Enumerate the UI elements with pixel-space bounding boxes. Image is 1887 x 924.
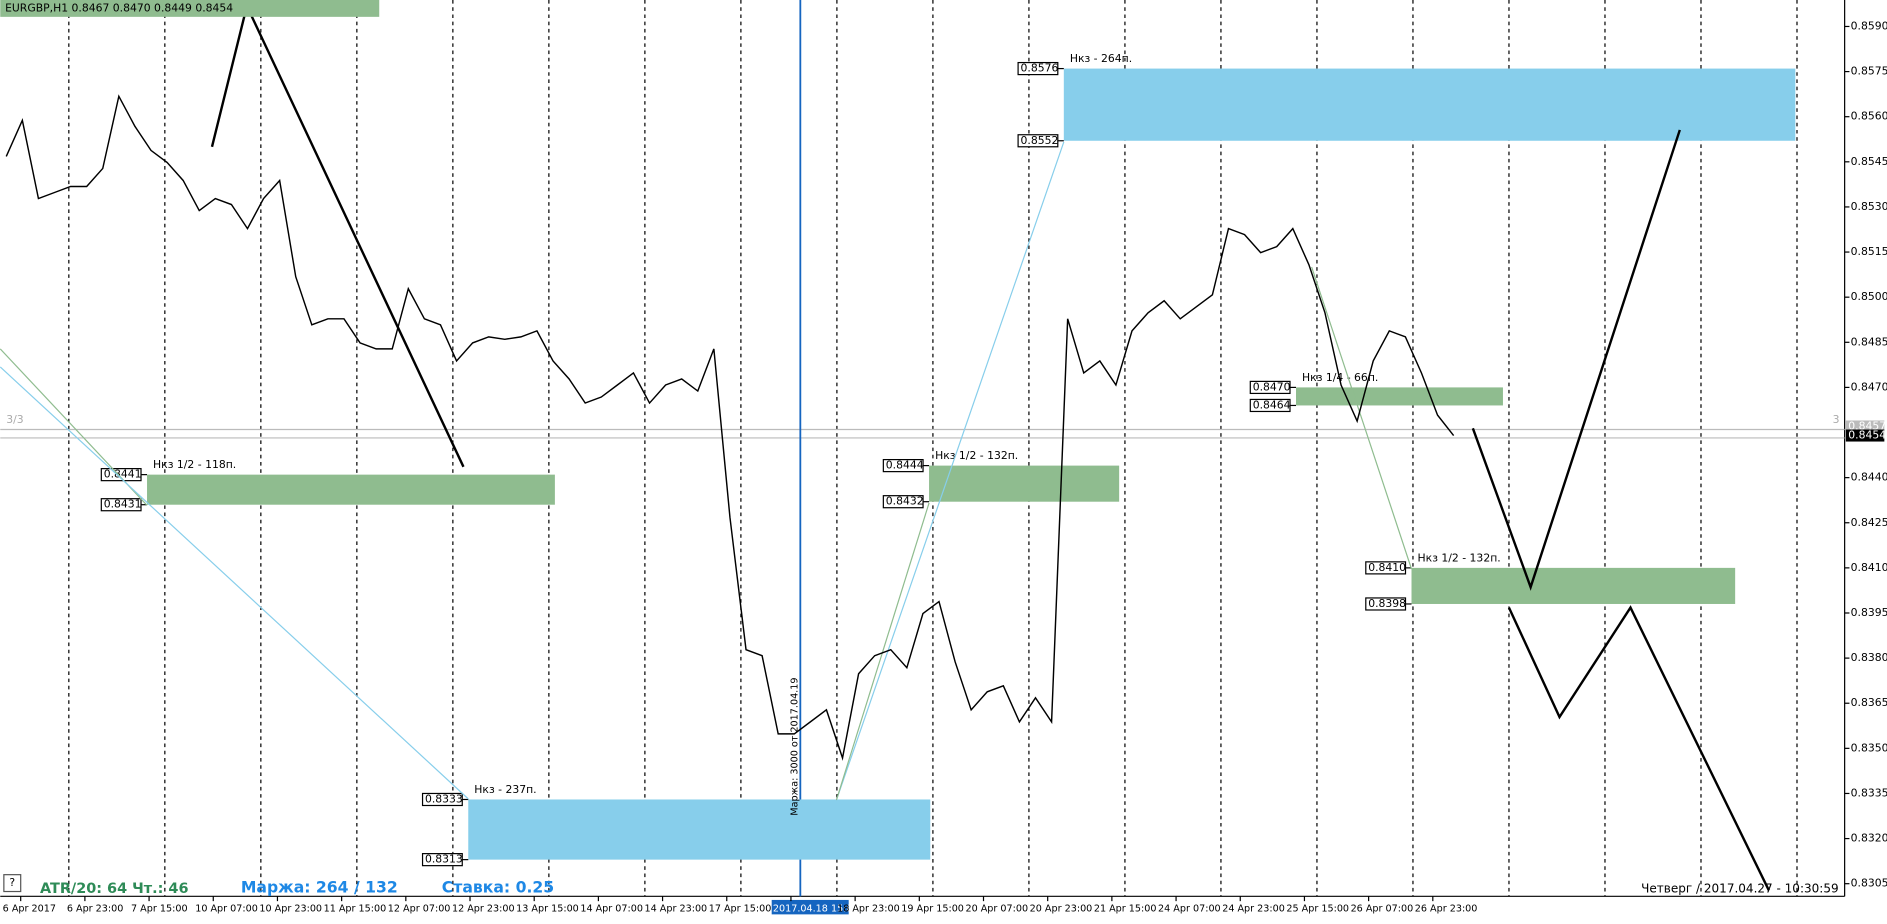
zone-tag: 0.8333 <box>425 792 463 805</box>
x-tick-label: 24 Apr 23:00 <box>1222 903 1285 914</box>
y-tick-label: 0.8380 <box>1851 651 1887 664</box>
zone-label: Нкз 1/2 - 118п. <box>153 458 236 471</box>
x-tick-label: 24 Apr 07:00 <box>1158 903 1221 914</box>
zone <box>1411 567 1736 604</box>
left-marker: 3/3 <box>6 413 24 426</box>
x-tick-label: 10 Apr 07:00 <box>195 903 258 914</box>
zone-label: Нкз - 237п. <box>474 783 536 796</box>
x-tick-label: 14 Apr 07:00 <box>580 903 643 914</box>
x-tick-label: 26 Apr 07:00 <box>1351 903 1414 914</box>
prev-price-label: 0.8457 <box>1848 420 1886 433</box>
period-separators <box>68 0 1798 897</box>
y-tick-label: 0.8515 <box>1851 245 1887 258</box>
x-tick-label: 20 Apr 23:00 <box>1030 903 1093 914</box>
zone-tag: 0.8576 <box>1021 62 1059 75</box>
zone-tag-box <box>1017 61 1059 76</box>
help-button[interactable] <box>3 874 22 893</box>
zone-label: Нкз - 264п. <box>1070 52 1132 65</box>
y-tick-label: 0.8470 <box>1851 380 1887 393</box>
y-tick-label: 0.8530 <box>1851 200 1887 213</box>
y-tick-label: 0.8350 <box>1851 741 1887 754</box>
zone-tag-box <box>1249 398 1291 413</box>
price-series <box>5 94 1455 761</box>
zone <box>929 465 1120 502</box>
rate-text: Ставка: 0.25 <box>442 877 554 896</box>
current-price-box <box>1845 429 1885 442</box>
x-tick-label: 17 Apr 15:00 <box>709 903 772 914</box>
price-line <box>5 94 1455 761</box>
y-tick-label: 0.8545 <box>1851 155 1887 168</box>
x-tick-label: 12 Apr 23:00 <box>452 903 515 914</box>
zone-tag: 0.8470 <box>1253 380 1291 393</box>
zone <box>147 474 555 505</box>
zone-tag-box <box>1365 561 1407 575</box>
zone-tag-box <box>1017 134 1059 148</box>
x-tick-label: 2017.04.18 15:00 <box>773 903 859 914</box>
zone-tag: 0.8410 <box>1368 561 1406 574</box>
x-tick-label: 6 Apr 23:00 <box>67 903 124 914</box>
zone-tag: 0.8464 <box>1253 398 1291 411</box>
y-tick-label: 0.8590 <box>1851 19 1887 32</box>
zone-tag: 0.8552 <box>1021 134 1059 147</box>
x-tick-label: 13 Apr 15:00 <box>516 903 579 914</box>
x-tick-label: 14 Apr 23:00 <box>645 903 708 914</box>
zone-tag-box <box>1249 380 1291 395</box>
x-tick-label: 12 Apr 07:00 <box>388 903 451 914</box>
x-tick-label: 26 Apr 23:00 <box>1415 903 1478 914</box>
x-tick-label: 19 Apr 15:00 <box>901 903 964 914</box>
zone <box>468 799 931 860</box>
atr-text: ATR/20: 64 Чт.: 46 <box>40 881 189 897</box>
y-tick-label: 0.8425 <box>1851 516 1887 529</box>
zone-tag: 0.8444 <box>886 459 924 472</box>
x-tick-label: 21 Apr 15:00 <box>1094 903 1157 914</box>
zone <box>1063 68 1796 141</box>
y-tick-label: 0.8335 <box>1851 786 1887 799</box>
y-tick-label: 0.8560 <box>1851 110 1887 123</box>
y-tick-label: 0.8500 <box>1851 290 1887 303</box>
symbol-header: EURGBP,H1 0.8467 0.8470 0.8449 0.8454 <box>5 1 233 14</box>
symbol-header-box <box>0 0 380 17</box>
zone-tag: 0.8313 <box>425 853 463 866</box>
zone-label: Нкз 1/2 - 132п. <box>935 449 1018 462</box>
zone-tag-box <box>100 498 142 512</box>
clock-text: Четверг / 2017.04.27 - 10:30:59 <box>1641 882 1838 896</box>
zone-label: Нкз 1/4 - 66п. <box>1302 371 1378 384</box>
y-tick-label: 0.8440 <box>1851 471 1887 484</box>
y-tick-label: 0.8485 <box>1851 335 1887 348</box>
y-tick-label: 0.8320 <box>1851 832 1887 845</box>
x-tick-label: 20 Apr 07:00 <box>965 903 1028 914</box>
y-tick-label: 0.8575 <box>1851 65 1887 78</box>
right-marker: 3 <box>1833 413 1840 426</box>
y-tick-label: 0.8410 <box>1851 561 1887 574</box>
x-tick-label: 10 Apr 23:00 <box>259 903 322 914</box>
help-label[interactable]: ? <box>9 876 15 889</box>
x-tick-label: 25 Apr 15:00 <box>1286 903 1349 914</box>
y-tick-label: 0.8365 <box>1851 696 1887 709</box>
y-tick-label: 0.8305 <box>1851 877 1887 890</box>
zone-tag: 0.8398 <box>1368 597 1406 610</box>
zone-label: Нкз 1/2 - 132п. <box>1418 551 1501 564</box>
zone-tag-box <box>1365 597 1407 611</box>
zone-tag-box <box>100 468 142 482</box>
x-tick-label: 6 Apr 2017 <box>3 903 56 914</box>
vertical-note: Маржа: 3000 от 2017.04.19 <box>789 678 800 816</box>
x-tick-highlight <box>771 899 849 915</box>
trend-lines <box>0 2 1770 891</box>
zone-tag: 0.8431 <box>104 498 142 511</box>
zone-tag-box <box>421 792 463 807</box>
x-tick-label: 18 Apr 23:00 <box>837 903 900 914</box>
current-price-label: 0.8454 <box>1848 429 1886 442</box>
x-tick-label: 11 Apr 15:00 <box>324 903 387 914</box>
y-tick-label: 0.8395 <box>1851 606 1887 619</box>
zone-tag: 0.8432 <box>886 495 924 508</box>
zone <box>1296 387 1503 406</box>
zone-tag-box <box>882 458 924 473</box>
zone-tag-box <box>882 495 924 509</box>
x-tick-label: 7 Apr 15:00 <box>131 903 188 914</box>
margin-text: Маржа: 264 / 132 <box>241 877 398 896</box>
zone-tag-box <box>421 853 463 867</box>
